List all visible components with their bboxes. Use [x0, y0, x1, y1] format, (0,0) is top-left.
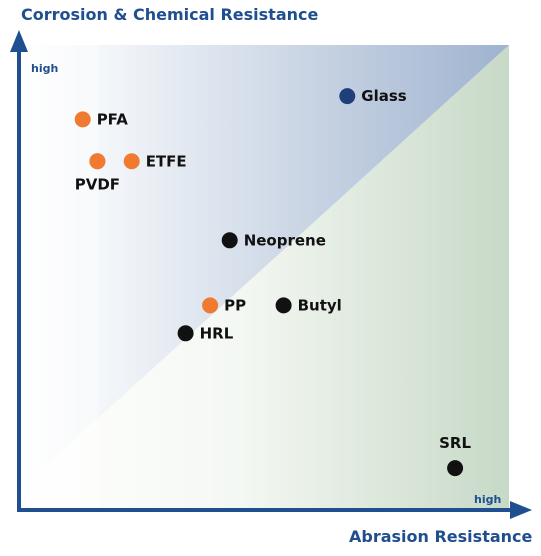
- region-upper: [19, 45, 509, 490]
- point-glass: [339, 88, 356, 105]
- point-label-butyl: Butyl: [298, 296, 342, 314]
- point-label-etfe: ETFE: [146, 152, 187, 170]
- point-pfa: [74, 111, 91, 128]
- x-axis-title: Abrasion Resistance: [349, 527, 533, 546]
- point-label-pvdf: PVDF: [75, 175, 120, 193]
- x-axis-arrow: [510, 501, 532, 519]
- point-label-neoprene: Neoprene: [244, 231, 326, 249]
- point-etfe: [123, 153, 140, 170]
- region-lower: [19, 45, 509, 510]
- point-pp: [202, 297, 219, 314]
- y-axis-high-label: high: [31, 62, 58, 75]
- point-label-hrl: HRL: [200, 324, 234, 342]
- point-pvdf: [89, 153, 106, 170]
- point-butyl: [275, 297, 292, 314]
- x-axis-high-label: high: [474, 493, 501, 506]
- point-label-glass: Glass: [361, 87, 407, 105]
- point-label-pfa: PFA: [97, 110, 129, 128]
- point-hrl: [177, 325, 194, 342]
- y-axis-title: Corrosion & Chemical Resistance: [21, 5, 318, 24]
- y-axis-arrow: [10, 30, 28, 52]
- point-label-pp: PP: [224, 296, 246, 314]
- point-neoprene: [221, 232, 238, 249]
- points-layer: PFA ETFE PVDF Glass Neoprene PP Butyl HRL SRL: [74, 87, 471, 477]
- point-srl: [447, 460, 464, 477]
- point-label-srl: SRL: [439, 434, 471, 452]
